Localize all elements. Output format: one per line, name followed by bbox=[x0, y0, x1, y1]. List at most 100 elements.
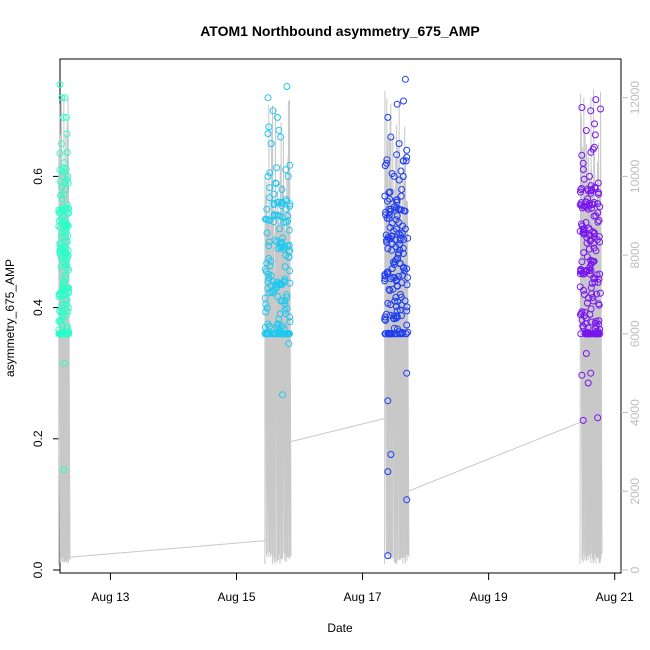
y2-tick-label: 0 bbox=[628, 566, 642, 573]
data-point bbox=[59, 291, 67, 299]
data-point bbox=[63, 296, 71, 304]
data-point bbox=[584, 205, 592, 213]
data-point bbox=[399, 244, 407, 252]
data-point bbox=[589, 297, 597, 305]
data-point bbox=[383, 159, 390, 167]
data-point bbox=[381, 272, 389, 280]
data-point bbox=[384, 113, 392, 121]
data-point bbox=[62, 275, 70, 282]
series-group bbox=[381, 75, 412, 560]
data-point bbox=[399, 271, 407, 279]
data-point bbox=[60, 179, 68, 187]
data-point bbox=[65, 205, 73, 212]
data-point bbox=[274, 245, 282, 253]
data-point bbox=[403, 321, 411, 329]
data-point bbox=[384, 330, 392, 338]
data-point bbox=[282, 310, 290, 317]
y2-tick-label: 12000 bbox=[628, 81, 642, 115]
data-point bbox=[589, 200, 597, 208]
data-point bbox=[384, 197, 391, 205]
data-point bbox=[284, 212, 292, 220]
data-point bbox=[587, 369, 595, 377]
data-point bbox=[62, 113, 70, 121]
data-point bbox=[267, 140, 275, 148]
data-point bbox=[63, 300, 71, 308]
data-point bbox=[282, 205, 290, 213]
data-point bbox=[576, 283, 584, 291]
data-point bbox=[390, 172, 398, 180]
data-point bbox=[388, 265, 396, 272]
data-point bbox=[593, 290, 600, 298]
data-point bbox=[283, 330, 291, 338]
data-point bbox=[286, 161, 294, 169]
data-point bbox=[65, 284, 73, 292]
data-point bbox=[64, 308, 72, 316]
data-point bbox=[396, 236, 404, 244]
data-point bbox=[403, 496, 411, 504]
data-point bbox=[273, 238, 281, 246]
data-point bbox=[399, 173, 407, 180]
data-point bbox=[262, 268, 270, 275]
data-point bbox=[55, 317, 63, 325]
data-point bbox=[283, 294, 291, 301]
data-point bbox=[385, 189, 393, 197]
data-point bbox=[586, 264, 593, 272]
data-point bbox=[398, 186, 406, 193]
data-point bbox=[577, 188, 584, 196]
data-point bbox=[56, 149, 64, 157]
data-point bbox=[281, 263, 289, 271]
data-point bbox=[393, 303, 400, 310]
data-point bbox=[582, 198, 590, 206]
data-point bbox=[60, 221, 68, 229]
data-point bbox=[270, 199, 278, 207]
data-point bbox=[265, 242, 273, 250]
data-point bbox=[285, 226, 293, 234]
series-group bbox=[55, 81, 73, 474]
data-point bbox=[595, 301, 603, 309]
data-point bbox=[280, 218, 288, 226]
data-point bbox=[402, 330, 410, 338]
data-point bbox=[63, 201, 71, 209]
data-point bbox=[265, 123, 273, 131]
data-point bbox=[393, 151, 401, 159]
data-point bbox=[269, 107, 277, 115]
data-point bbox=[282, 251, 290, 259]
data-point bbox=[578, 258, 586, 266]
data-point bbox=[578, 104, 586, 111]
data-point bbox=[583, 234, 591, 242]
y-tick-label: 0.6 bbox=[31, 168, 45, 185]
data-point bbox=[264, 277, 272, 285]
data-point bbox=[584, 187, 592, 195]
data-point bbox=[395, 176, 403, 184]
data-point bbox=[580, 175, 588, 183]
data-point bbox=[65, 209, 73, 217]
y2-tick-label: 4000 bbox=[628, 399, 642, 426]
data-point bbox=[396, 291, 404, 298]
data-point bbox=[262, 300, 270, 308]
data-point bbox=[400, 97, 407, 105]
data-point bbox=[386, 224, 394, 231]
data-point bbox=[59, 310, 66, 318]
data-point bbox=[395, 249, 403, 257]
y2-axis: 0 2000 4000 6000 8000 10000 12000 bbox=[621, 81, 642, 573]
data-point bbox=[586, 311, 594, 318]
data-point bbox=[262, 308, 270, 316]
data-point bbox=[386, 287, 394, 294]
data-point bbox=[270, 190, 278, 198]
data-point bbox=[391, 258, 399, 266]
data-point bbox=[266, 262, 274, 270]
data-point bbox=[59, 258, 67, 266]
data-point bbox=[398, 279, 406, 287]
data-point bbox=[266, 184, 274, 192]
data-point bbox=[264, 94, 272, 102]
data-point bbox=[59, 275, 67, 283]
data-point bbox=[394, 325, 401, 333]
plot-frame bbox=[59, 58, 622, 574]
data-point bbox=[272, 284, 280, 292]
data-point bbox=[278, 202, 286, 210]
data-point bbox=[57, 251, 65, 259]
data-point bbox=[588, 318, 596, 326]
x-tick-label: Aug 13 bbox=[91, 590, 129, 604]
data-point bbox=[384, 468, 392, 476]
